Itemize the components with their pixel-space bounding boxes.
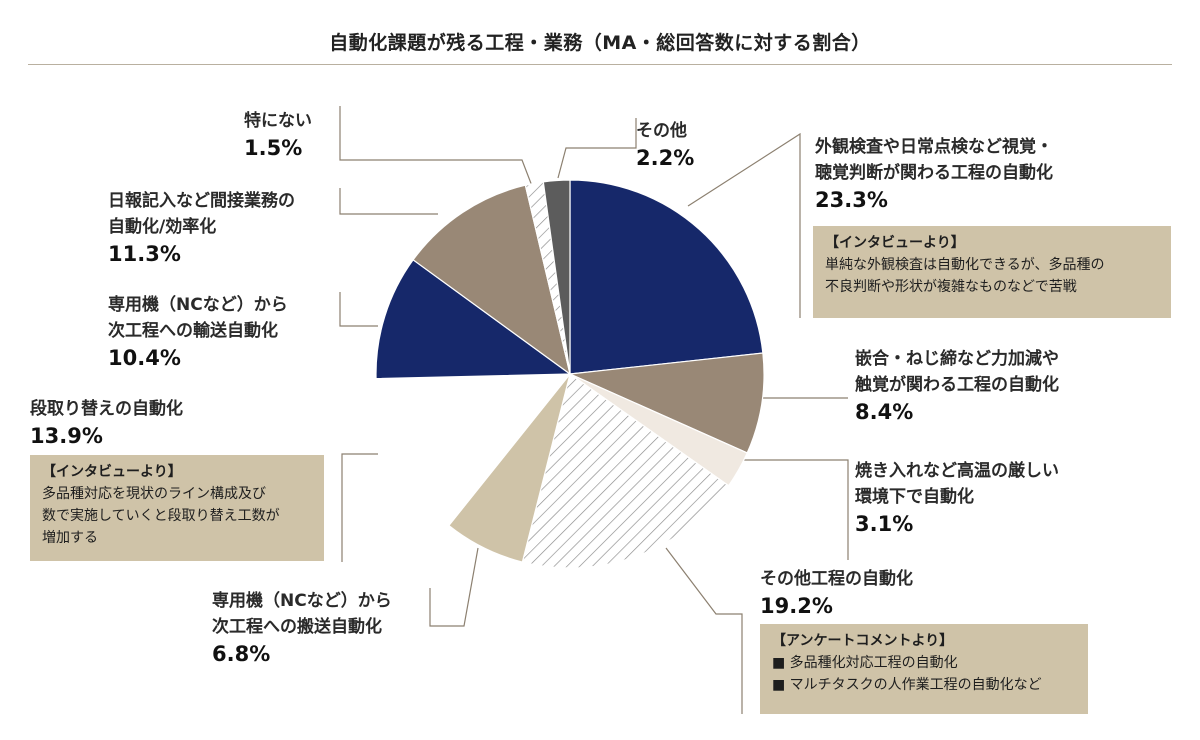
slice-name: 日報記入など間接業務の	[108, 191, 295, 211]
slice-label-other: その他 2.2%	[636, 118, 694, 172]
pie-slice-0	[569, 179, 764, 375]
slice-value: 8.4%	[855, 400, 914, 424]
slice-value: 19.2%	[760, 594, 833, 618]
slice-name: 専用機（NCなど）から	[108, 295, 288, 315]
slice-name: その他工程の自動化	[760, 569, 913, 589]
slice-value: 2.2%	[636, 146, 695, 170]
slice-value: 11.3%	[108, 242, 181, 266]
note-line: 数で実施していくと段取り替え工数が	[42, 508, 280, 524]
slice-value: 13.9%	[30, 424, 103, 448]
leader-line-5	[341, 453, 378, 562]
slice-value: 6.8%	[212, 642, 271, 666]
pie-slice-3	[521, 373, 730, 569]
slice-name: 段取り替えの自動化	[30, 399, 183, 419]
title-divider	[28, 64, 1172, 65]
slice-label-visual-inspection: 外観検査や日常点検など視覚・ 聴覚判断が関わる工程の自動化 23.3%	[815, 134, 1053, 214]
slice-name: 次工程への輸送自動化	[108, 321, 278, 341]
slice-label-transport-automation: 専用機（NCなど）から 次工程への輸送自動化 10.4%	[108, 292, 288, 372]
slice-name: 触覚が関わる工程の自動化	[855, 375, 1059, 395]
slice-name: 聴覚判断が関わる工程の自動化	[815, 163, 1053, 183]
note-heading: 【インタビューより】	[42, 464, 182, 480]
note-line: 多品種対応を現状のライン構成及び	[42, 486, 266, 502]
pie-slice-7	[412, 184, 571, 376]
slice-value: 3.1%	[855, 512, 914, 536]
note-box-survey-comments: 【アンケートコメントより】 ■ 多品種化対応工程の自動化 ■ マルチタスクの人作…	[760, 624, 1088, 714]
note-heading: 【アンケートコメントより】	[772, 633, 954, 649]
slice-name: 特にない	[244, 111, 312, 131]
slice-label-other-process: その他工程の自動化 19.2%	[760, 566, 913, 620]
slice-label-indirect-work: 日報記入など間接業務の 自動化/効率化 11.3%	[108, 188, 295, 268]
slice-label-high-temperature: 焼き入れなど高温の厳しい 環境下で自動化 3.1%	[855, 458, 1059, 538]
note-line: 不良判断や形状が複雑なものなどで苦戦	[825, 279, 1077, 295]
slice-name: 環境下で自動化	[855, 487, 974, 507]
slice-label-carry-automation: 専用機（NCなど）から 次工程への搬送自動化 6.8%	[212, 588, 392, 668]
slice-name: 自動化/効率化	[108, 217, 217, 237]
pie-slice-5	[375, 373, 572, 527]
leader-line-3	[665, 547, 743, 714]
note-box-interview-inspection: 【インタビューより】 単純な外観検査は自動化できるが、多品種の 不良判断や形状が…	[813, 226, 1171, 318]
note-line: ■ 多品種化対応工程の自動化	[772, 655, 958, 671]
slice-name: 専用機（NCなど）から	[212, 591, 392, 611]
slice-name: 外観検査や日常点検など視覚・	[815, 137, 1053, 157]
leader-line-8	[339, 106, 533, 187]
leader-line-7	[339, 188, 438, 215]
pie-slices	[375, 179, 765, 569]
slice-label-fitting: 嵌合・ねじ締など力加減や 触覚が関わる工程の自動化 8.4%	[855, 346, 1059, 426]
slice-label-none: 特にない 1.5%	[244, 108, 312, 162]
slice-value: 10.4%	[108, 346, 181, 370]
note-line: 単純な外観検査は自動化できるが、多品種の	[825, 257, 1105, 273]
slice-name: 嵌合・ねじ締など力加減や	[855, 349, 1059, 369]
slice-value: 23.3%	[815, 188, 888, 212]
slice-name: 次工程への搬送自動化	[212, 617, 382, 637]
slice-label-changeover: 段取り替えの自動化 13.9%	[30, 396, 183, 450]
leader-line-9	[557, 118, 637, 179]
slice-value: 1.5%	[244, 136, 303, 160]
slice-name: 焼き入れなど高温の厳しい	[855, 461, 1059, 481]
leader-lines	[339, 106, 849, 714]
note-line: 増加する	[42, 530, 98, 546]
slice-name: その他	[636, 121, 687, 141]
pie-slice-6	[375, 258, 572, 380]
leader-line-2	[736, 459, 849, 560]
note-box-interview-changeover: 【インタビューより】 多品種対応を現状のライン構成及び 数で実施していくと段取り…	[30, 455, 324, 561]
leader-line-4	[429, 547, 479, 627]
pie-slice-1	[567, 352, 765, 454]
note-line: ■ マルチタスクの人作業工程の自動化など	[772, 677, 1042, 693]
chart-title: 自動化課題が残る工程・業務（MA・総回答数に対する割合）	[329, 32, 871, 54]
leader-line-0	[687, 132, 801, 318]
note-heading: 【インタビューより】	[825, 235, 965, 251]
pie-slice-9	[542, 179, 571, 375]
leader-line-6	[339, 292, 378, 327]
